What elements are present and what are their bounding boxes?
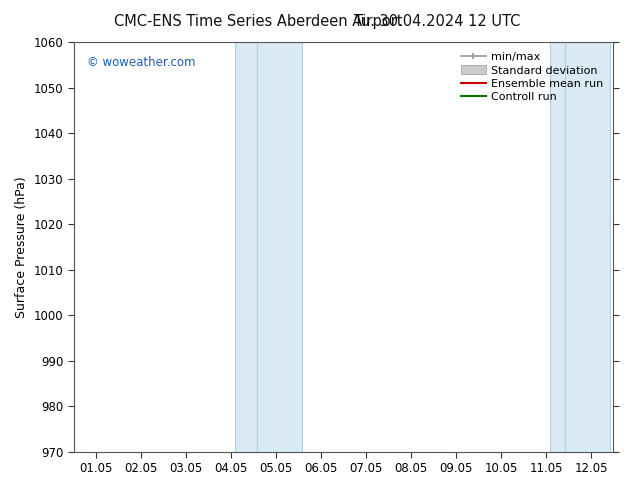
Text: CMC-ENS Time Series Aberdeen Airport: CMC-ENS Time Series Aberdeen Airport [114,14,403,29]
Bar [565,42,610,452]
Bar [235,42,257,452]
Y-axis label: Surface Pressure (hPa): Surface Pressure (hPa) [15,176,28,318]
Bar [550,42,565,452]
Text: Tu. 30.04.2024 12 UTC: Tu. 30.04.2024 12 UTC [354,14,520,29]
Bar [257,42,302,452]
Text: © woweather.com: © woweather.com [87,56,196,70]
Legend: min/max, Standard deviation, Ensemble mean run, Controll run: min/max, Standard deviation, Ensemble me… [456,48,608,107]
